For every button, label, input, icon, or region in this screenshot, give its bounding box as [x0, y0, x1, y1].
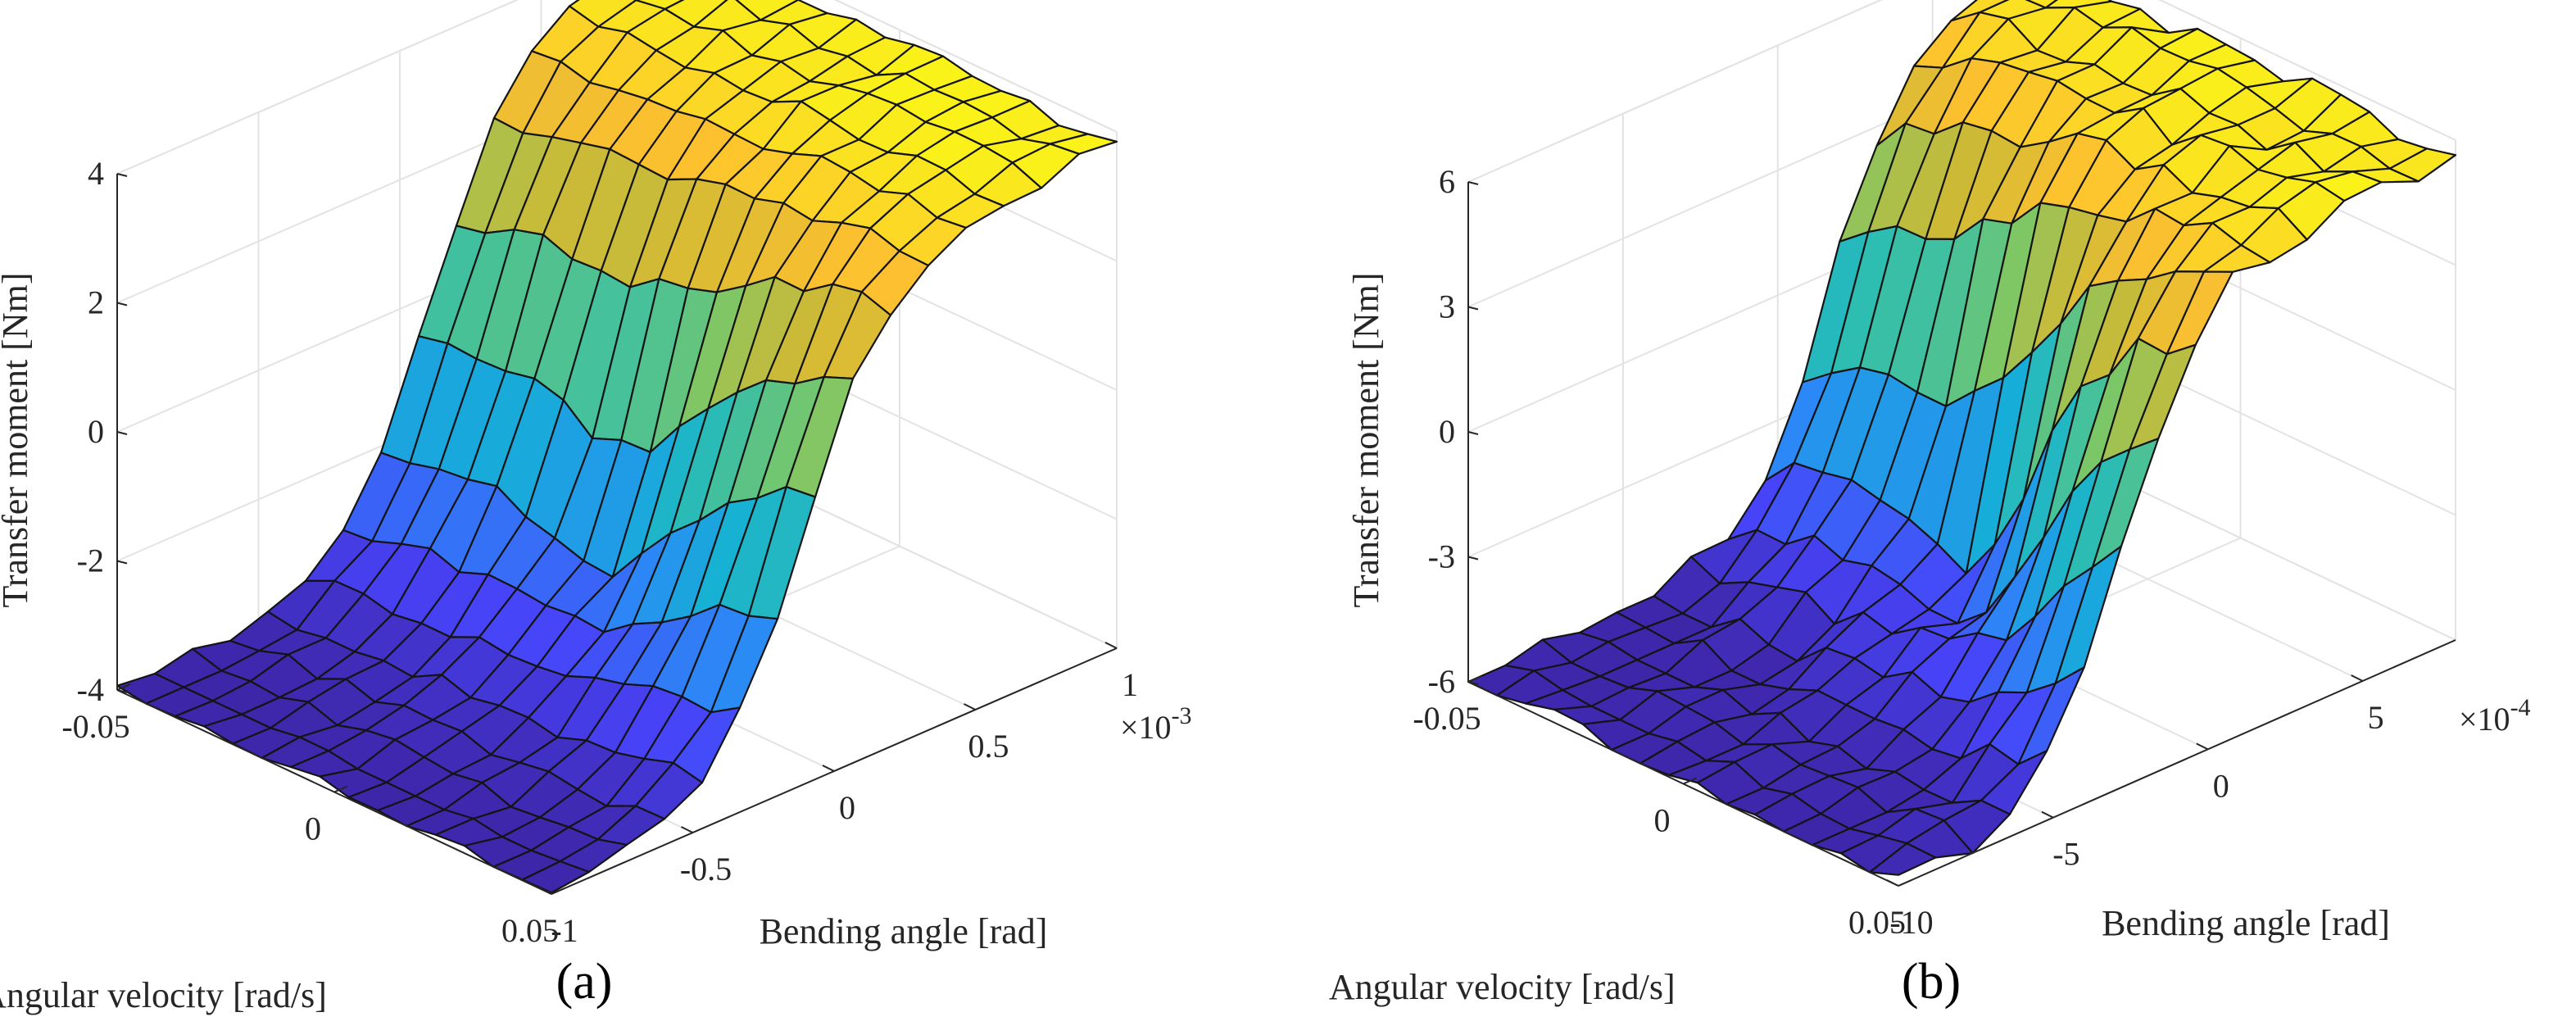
z-tick-label: -2: [77, 542, 104, 579]
y-tick-label: -5: [2052, 836, 2079, 873]
x-tick-mark: [333, 785, 348, 793]
y-tick-mark: [2196, 742, 2209, 751]
x-tick-mark: [1898, 879, 1912, 887]
y-tick-label: -1: [551, 912, 578, 949]
y-axis-label: Bending angle [rad]: [2102, 903, 2390, 943]
z-tick-mark: [116, 302, 128, 306]
y-tick-label: 0.5: [968, 728, 1009, 765]
x-tick-mark: [551, 887, 565, 895]
z-tick-label: 0: [1439, 413, 1455, 450]
surface-patch: [1868, 842, 1937, 876]
x-axis-label: Angular velocity [rad/s]: [1329, 967, 1676, 1007]
plot-b-surface-chart: -6 -3 0 3 6 0.05 0 -0.05 -10 -5 0 5 ×10-4 Transfer mo…: [1329, 0, 2531, 1010]
z-tick-mark: [116, 560, 128, 565]
y-axis-multiplier: ×10-3: [1120, 702, 1192, 746]
surface-mesh: [1467, 0, 2457, 876]
y-tick-label: 5: [2368, 699, 2384, 736]
z-tick-label: 2: [88, 284, 104, 321]
x-tick-label: 0.05: [501, 912, 559, 949]
z-tick-mark: [1467, 556, 1479, 561]
y-tick-label: -0.5: [680, 851, 732, 887]
z-tick-label: 6: [1439, 163, 1455, 200]
y-tick-mark: [964, 703, 976, 710]
z-tick-mark: [1467, 681, 1479, 685]
z-tick-mark: [116, 431, 128, 435]
surface-mesh: [116, 0, 1118, 894]
y-tick-label: 0: [2213, 767, 2229, 804]
surface-patch: [2025, 0, 2059, 9]
y-tick-mark: [1886, 879, 1899, 887]
x-tick-label: 0: [1654, 802, 1671, 839]
y-tick-mark: [1104, 642, 1118, 649]
z-tick-label: -4: [77, 671, 104, 708]
z-tick-mark: [116, 173, 128, 177]
y-tick-mark: [822, 765, 835, 772]
z-tick-label: 3: [1439, 288, 1455, 325]
z-tick-mark: [1467, 181, 1479, 185]
y-tick-mark: [2041, 810, 2054, 819]
y-tick-label: 1: [1122, 666, 1138, 703]
y-tick-mark: [539, 887, 552, 895]
y-tick-label: 0: [839, 789, 855, 826]
y-axis-multiplier: ×10-4: [2459, 694, 2531, 738]
x-tick-mark: [116, 683, 131, 691]
plot-a-surface-chart: -4 -2 0 2 4 0.05 0 -0.05 -1 -0.5 0 0.5 1×10-3 Transfe…: [0, 0, 1192, 1015]
z-tick-label: 0: [88, 413, 104, 450]
y-tick-mark: [681, 826, 693, 833]
z-tick-label: 4: [88, 155, 104, 192]
surface-patch: [521, 860, 591, 894]
x-tick-mark: [1683, 777, 1697, 785]
z-gridline: [1467, 0, 1883, 183]
y-axis-multiplier-exponent: -3: [1172, 702, 1192, 729]
y-axis-label: Bending angle [rad]: [760, 911, 1048, 951]
x-tick-label: 0: [305, 810, 321, 847]
panel-label: (a): [556, 954, 613, 1010]
panel-label: (b): [1902, 954, 1961, 1010]
y-axis-multiplier-exponent: -4: [2510, 694, 2531, 721]
x-tick-label: -0.05: [1413, 700, 1481, 737]
z-tick-label: -6: [1428, 663, 1455, 700]
x-tick-label: 0.05: [1848, 904, 1906, 941]
z-tick-label: -3: [1428, 538, 1455, 575]
z-tick-mark: [1467, 306, 1479, 311]
x-tick-label: -0.05: [61, 708, 129, 745]
z-tick-mark: [1467, 431, 1479, 435]
z-tick-mark: [116, 689, 128, 693]
y-tick-mark: [2351, 674, 2364, 682]
z-axis-label: Transfer moment [Nm]: [0, 273, 35, 608]
x-tick-mark: [1467, 675, 1482, 683]
x-axis-label: Angular velocity [rad/s]: [0, 975, 327, 1015]
y-tick-label: -10: [1889, 904, 1933, 941]
z-axis-label: Transfer moment [Nm]: [1346, 273, 1386, 608]
